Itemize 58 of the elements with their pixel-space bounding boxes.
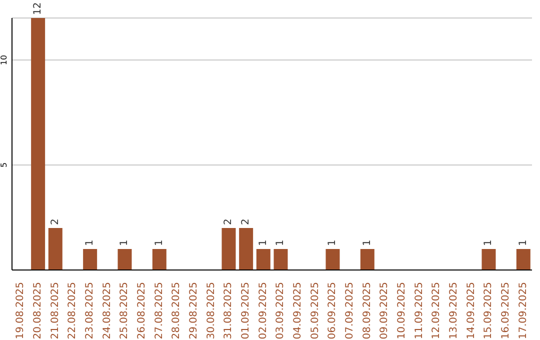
y-tick-label: 5 [0, 162, 8, 168]
x-tick-label: 26.08.2025 [136, 282, 148, 340]
bar [31, 18, 46, 270]
bar [118, 249, 132, 270]
x-tick-label: 01.09.2025 [240, 282, 252, 340]
bar [48, 228, 62, 270]
bar [516, 249, 530, 270]
x-tick-label: 09.09.2025 [379, 282, 390, 340]
x-tick-label: 13.09.2025 [448, 282, 460, 340]
bar [274, 249, 288, 270]
data-label: 1 [483, 240, 494, 246]
x-tick-label: 31.08.2025 [223, 282, 234, 340]
y-tick-label: 10 [0, 54, 8, 66]
x-tick-label: 03.09.2025 [275, 282, 286, 340]
x-tick-label: 10.09.2025 [396, 282, 408, 340]
x-tick-label: 15.09.2025 [483, 282, 494, 340]
x-tick-label: 12.09.2025 [431, 282, 442, 340]
data-label: 1 [258, 240, 269, 246]
x-tick-label: 17.09.2025 [518, 282, 529, 340]
x-tick-label: 19.08.2025 [15, 282, 26, 340]
bar [482, 249, 496, 270]
x-tick-label: 16.09.2025 [500, 282, 512, 340]
data-label: 2 [223, 218, 234, 225]
data-label: 1 [327, 240, 338, 246]
data-label: 2 [240, 218, 252, 225]
x-tick-label: 05.09.2025 [310, 282, 321, 340]
data-label: 2 [50, 218, 61, 225]
bar [152, 249, 166, 270]
data-label: 12 [32, 2, 44, 15]
x-tick-label: 27.08.2025 [154, 282, 165, 340]
x-tick-label: 29.08.2025 [188, 282, 200, 340]
x-tick-label: 02.09.2025 [258, 282, 269, 340]
data-label: 1 [84, 240, 96, 246]
x-tick-label: 20.08.2025 [32, 282, 44, 340]
x-tick-label: 08.09.2025 [362, 282, 373, 340]
bar [326, 249, 340, 270]
x-tick-label: 30.08.2025 [206, 282, 217, 340]
data-label: 1 [154, 240, 165, 246]
bar [360, 249, 374, 270]
bar [256, 249, 270, 270]
bar [83, 249, 98, 270]
x-tick-label: 21.08.2025 [50, 282, 61, 340]
x-tick-label: 25.08.2025 [119, 282, 130, 340]
x-tick-label: 24.08.2025 [102, 282, 113, 340]
x-tick-label: 28.08.2025 [171, 282, 182, 340]
data-label: 1 [275, 240, 286, 246]
data-label: 1 [362, 240, 373, 246]
x-tick-label: 07.09.2025 [344, 282, 356, 340]
data-label: 1 [518, 240, 529, 246]
x-tick-label: 14.09.2025 [466, 282, 477, 340]
data-label: 1 [119, 240, 130, 246]
x-tick-label: 06.09.2025 [327, 282, 338, 340]
x-tick-label: 23.08.2025 [84, 282, 96, 340]
bar [222, 228, 236, 270]
x-tick-label: 11.09.2025 [414, 282, 425, 340]
x-tick-label: 22.08.2025 [67, 282, 78, 340]
bar [239, 228, 254, 270]
x-tick-label: 04.09.2025 [292, 282, 304, 340]
